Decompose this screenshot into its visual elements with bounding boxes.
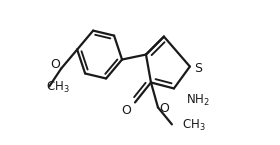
Text: O: O [50,58,60,71]
Text: CH$_3$: CH$_3$ [46,80,70,95]
Text: O: O [121,104,131,117]
Text: O: O [159,102,169,115]
Text: NH$_2$: NH$_2$ [186,93,210,108]
Text: S: S [194,62,202,75]
Text: CH$_3$: CH$_3$ [182,118,206,133]
